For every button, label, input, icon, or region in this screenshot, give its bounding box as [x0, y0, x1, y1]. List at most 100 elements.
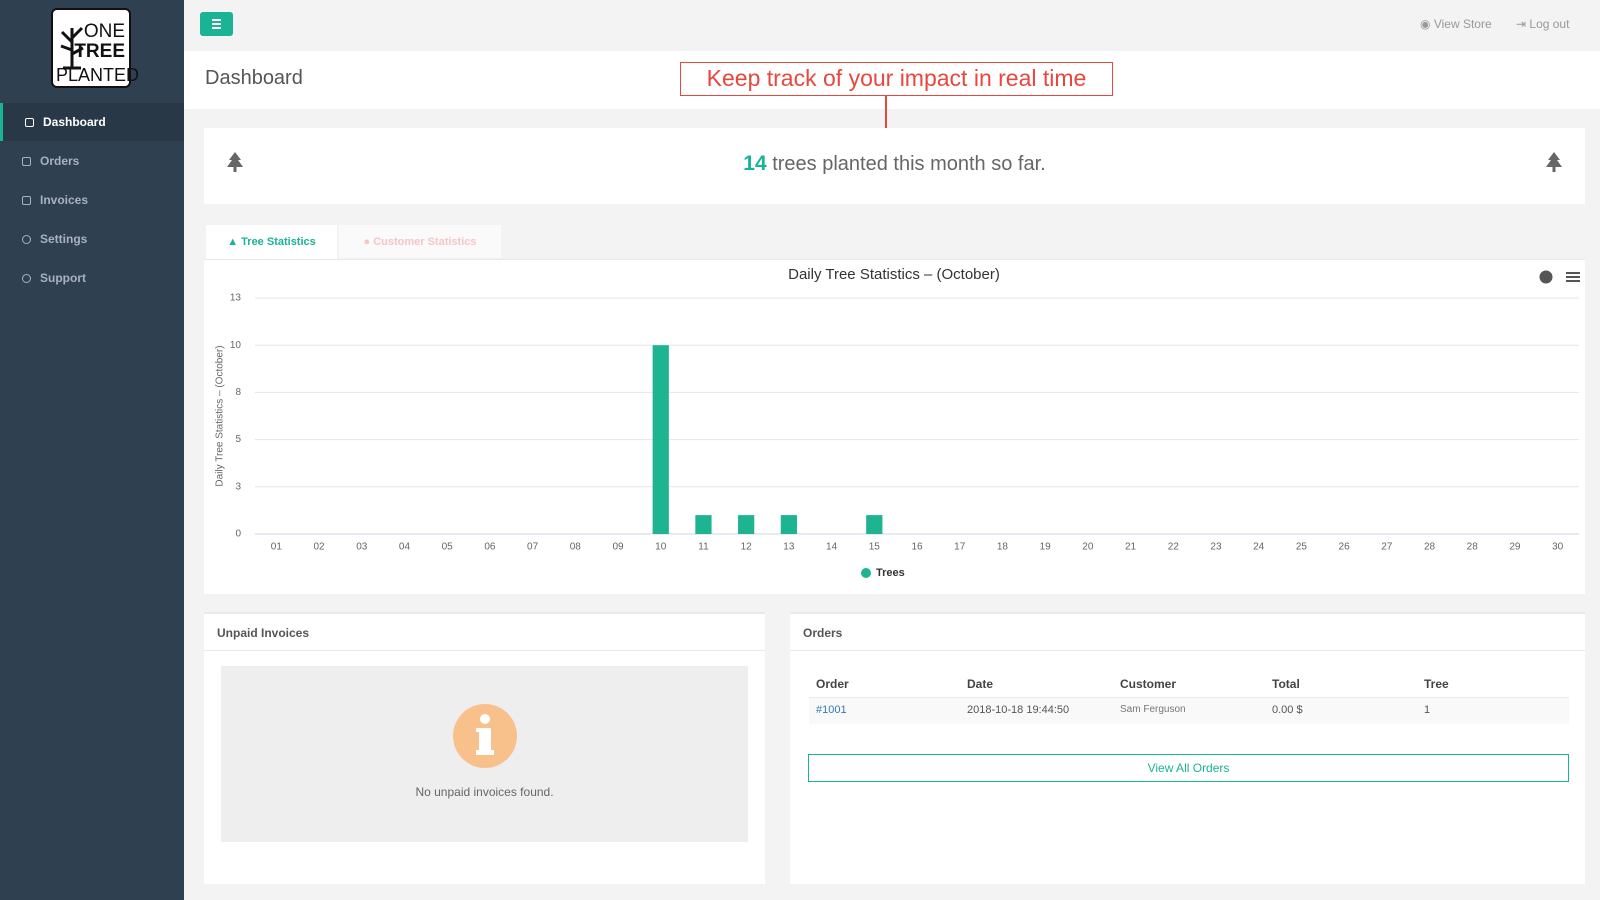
x-tick-label: 07	[527, 542, 539, 553]
x-tick-label: 03	[356, 542, 368, 553]
cell: Sam Ferguson	[1120, 704, 1186, 715]
logo-tree	[60, 26, 84, 70]
y-tick-label: 0	[235, 529, 241, 540]
x-tick-label: 12	[741, 542, 753, 553]
x-tick-label: 20	[1082, 542, 1094, 553]
x-tick-label: 16	[911, 542, 923, 553]
cell: 2018-10-18 19:44:50	[967, 704, 1070, 716]
cell: 1	[1424, 704, 1431, 716]
tree-icon	[227, 152, 243, 172]
tab[interactable]: ● Customer Statistics	[339, 225, 501, 258]
chart-title: Daily Tree Statistics – (October)	[788, 266, 1000, 283]
x-tick-label: 18	[997, 542, 1009, 553]
logo-line: TREE	[74, 41, 125, 62]
x-tick-label: 08	[570, 542, 582, 553]
chart: Daily Tree Statistics – (October) Daily …	[215, 266, 1580, 579]
x-tick-label: 28	[1424, 542, 1436, 553]
y-tick-label: 8	[235, 387, 241, 398]
tab-label: Customer Statistics	[373, 236, 477, 248]
empty-message: No unpaid invoices found.	[415, 785, 554, 799]
x-tick-label: 22	[1168, 542, 1180, 553]
tree-icon	[1546, 152, 1562, 172]
nav-item[interactable]: Settings	[0, 220, 184, 258]
x-tick-label: 30	[1552, 542, 1564, 553]
empty-state: No unpaid invoices found.	[221, 666, 748, 842]
x-tick-label: 10	[655, 542, 667, 553]
link-label: View Store	[1433, 17, 1492, 31]
x-tick-label: 01	[271, 542, 283, 553]
nav-item[interactable]: Orders	[0, 142, 184, 180]
bar	[695, 515, 712, 534]
y-tick-label: 5	[235, 434, 241, 445]
bar	[866, 515, 883, 534]
nav-item[interactable]: Invoices	[0, 181, 184, 219]
panel-title: Unpaid Invoices	[217, 626, 310, 640]
x-tick-label: 27	[1381, 542, 1393, 553]
y-tick-label: 3	[235, 481, 241, 492]
x-tick-label: 11	[698, 542, 709, 553]
column-header: Date	[967, 677, 994, 691]
column-header: Total	[1272, 677, 1300, 691]
x-tick-label: 09	[612, 542, 624, 553]
bar	[652, 345, 669, 534]
nav-label: Orders	[40, 154, 80, 168]
x-tick-label: 28	[1467, 542, 1479, 553]
x-tick-label: 24	[1253, 542, 1265, 553]
column-header: Customer	[1120, 677, 1177, 691]
page-title: Dashboard	[205, 67, 303, 89]
y-tick-label: 10	[230, 340, 242, 351]
topbar-link[interactable]: ⇥ Log out	[1516, 17, 1570, 31]
column-header: Order	[816, 677, 849, 691]
banner-caption: trees planted this month so far.	[772, 153, 1046, 175]
x-tick-label: 17	[954, 542, 966, 553]
logo-line: ONE	[83, 21, 125, 42]
legend-marker	[861, 568, 871, 578]
tab-label: Tree Statistics	[241, 236, 316, 248]
x-tick-label: 19	[1040, 542, 1052, 553]
sidebar: ONE TREE PLANTED Dashboard Orders Invoic…	[0, 0, 184, 900]
nav-label: Support	[40, 271, 86, 285]
tree-count: 14	[743, 152, 767, 175]
orders-panel: Orders Order Date Customer Total Tree #1…	[790, 612, 1585, 884]
x-tick-label: 13	[783, 542, 795, 553]
column-header: Tree	[1424, 677, 1449, 691]
panel-title: Orders	[803, 626, 843, 640]
bar	[780, 515, 797, 534]
y-axis-title: Daily Tree Statistics – (October)	[215, 345, 226, 486]
x-tick-label: 15	[869, 542, 881, 553]
nav-item[interactable]: Dashboard	[0, 103, 184, 141]
x-tick-label: 14	[826, 542, 838, 553]
x-tick-label: 25	[1296, 542, 1308, 553]
view-all-button[interactable]: View All Orders	[808, 754, 1569, 782]
table-row	[809, 697, 1569, 724]
x-tick-label: 26	[1339, 542, 1351, 553]
topbar-link[interactable]: ◉ View Store	[1420, 17, 1492, 31]
x-tick-label: 06	[484, 542, 496, 553]
info-icon	[453, 704, 517, 768]
nav-item[interactable]: Support	[0, 259, 184, 297]
nav-label: Settings	[40, 232, 88, 246]
menu-toggle[interactable]	[200, 12, 233, 36]
chart-menu[interactable]	[1566, 272, 1580, 282]
link-label: Log out	[1529, 17, 1570, 31]
nav-label: Invoices	[40, 193, 89, 207]
logo-text: ONE TREE	[74, 22, 125, 62]
y-tick-label: 13	[230, 293, 242, 304]
chart-context-dot[interactable]	[1539, 270, 1553, 284]
annotation: Keep track of your impact in real time	[680, 62, 1113, 96]
x-tick-label: 04	[399, 542, 411, 553]
tab[interactable]: ▲ Tree Statistics	[206, 225, 337, 259]
cell: 0.00 $	[1272, 704, 1303, 716]
nav-label: Dashboard	[43, 115, 106, 129]
logo-line: PLANTED	[56, 65, 140, 85]
banner-text: 14 trees planted this month so far.	[204, 152, 1585, 176]
x-tick-label: 23	[1210, 542, 1222, 553]
legend-label: Trees	[876, 567, 905, 579]
order-link[interactable]: #1001	[816, 704, 847, 716]
invoices-panel: Unpaid Invoices No unpaid invoices found…	[204, 612, 765, 884]
logo[interactable]: ONE TREE PLANTED	[51, 8, 140, 88]
x-tick-label: 05	[442, 542, 454, 553]
x-tick-label: 21	[1125, 542, 1137, 553]
x-tick-label: 02	[314, 542, 326, 553]
